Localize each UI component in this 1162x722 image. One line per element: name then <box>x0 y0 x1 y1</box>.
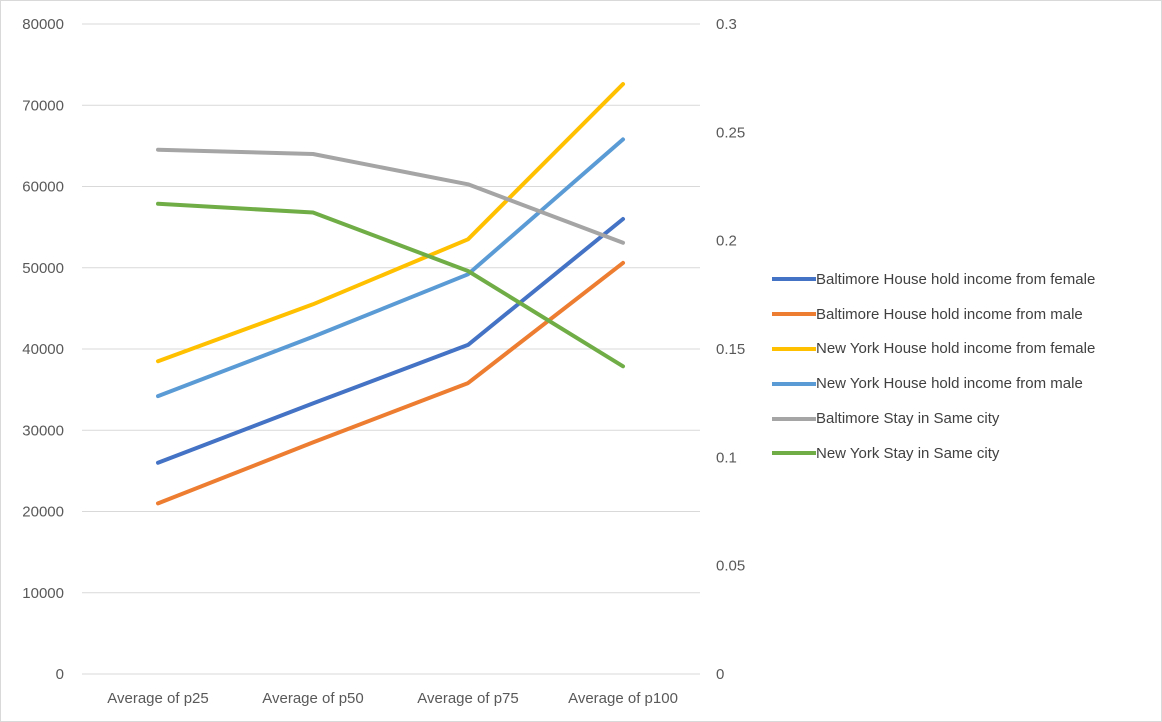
left-tick-label: 50000 <box>22 260 64 277</box>
series-line-baltimore-house-hold-income-from-female <box>156 217 625 465</box>
legend-label: New York Stay in Same city <box>816 444 1000 462</box>
legend-swatch <box>772 312 816 317</box>
legend-swatch <box>772 346 816 351</box>
right-tick-label: 0.1 <box>716 449 737 466</box>
left-tick-label: 40000 <box>22 341 64 358</box>
series-line-new-york-stay-in-same-city <box>156 201 625 369</box>
right-tick-label: 0.05 <box>716 558 745 575</box>
right-tick-label: 0.2 <box>716 233 737 250</box>
x-tick-label: Average of p25 <box>107 690 208 707</box>
left-tick-label: 60000 <box>22 179 64 196</box>
left-tick-label: 20000 <box>22 504 64 521</box>
legend-swatch <box>772 381 816 386</box>
left-tick-label: 80000 <box>22 16 64 33</box>
left-tick-label: 0 <box>56 666 64 683</box>
legend-swatch <box>772 451 816 456</box>
legend-label: Baltimore House hold income from male <box>816 305 1083 323</box>
x-tick-label: Average of p100 <box>568 690 678 707</box>
x-tick-label: Average of p50 <box>262 690 363 707</box>
right-tick-label: 0.25 <box>716 124 745 141</box>
legend-label: New York House hold income from female <box>816 340 1096 358</box>
legend-swatch <box>772 416 816 421</box>
legend-item: New York House hold income from male <box>772 366 1152 401</box>
right-tick-label: 0 <box>716 666 724 683</box>
legend-item: New York Stay in Same city <box>772 436 1152 471</box>
legend-label: Baltimore House hold income from female <box>816 270 1096 288</box>
legend-item: Baltimore Stay in Same city <box>772 401 1152 436</box>
series-line-new-york-house-hold-income-from-female <box>156 82 625 364</box>
legend-item: Baltimore House hold income from female <box>772 262 1152 297</box>
right-tick-label: 0.15 <box>716 341 745 358</box>
series-line-baltimore-house-hold-income-from-male <box>156 260 625 506</box>
left-tick-label: 10000 <box>22 585 64 602</box>
right-tick-label: 0.3 <box>716 16 737 33</box>
legend-item: New York House hold income from female <box>772 332 1152 367</box>
legend-item: Baltimore House hold income from male <box>772 297 1152 332</box>
legend-swatch <box>772 277 816 282</box>
left-tick-label: 30000 <box>22 422 64 439</box>
left-tick-label: 70000 <box>22 97 64 114</box>
x-tick-label: Average of p75 <box>417 690 518 707</box>
legend: Baltimore House hold income from female B… <box>772 262 1152 471</box>
series-line-baltimore-stay-in-same-city <box>156 147 625 245</box>
legend-label: Baltimore Stay in Same city <box>816 410 1000 428</box>
series-line-new-york-house-hold-income-from-male <box>156 137 625 399</box>
legend-label: New York House hold income from male <box>816 375 1083 393</box>
